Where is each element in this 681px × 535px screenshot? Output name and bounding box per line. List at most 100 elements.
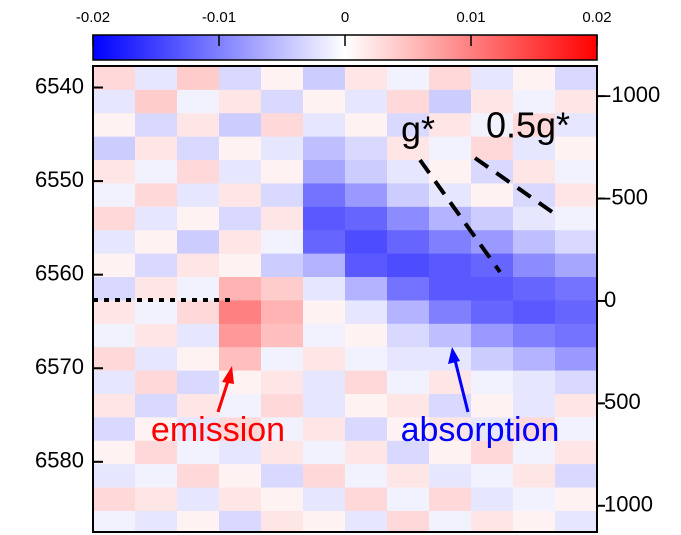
cell bbox=[555, 183, 597, 208]
cell bbox=[93, 464, 136, 489]
colorbar-tick-label: -0.01 bbox=[202, 9, 236, 26]
cell bbox=[93, 136, 136, 161]
cell bbox=[135, 370, 178, 395]
cell bbox=[345, 300, 388, 325]
cell bbox=[471, 206, 514, 231]
cell bbox=[471, 136, 514, 161]
cell bbox=[345, 487, 388, 512]
cell bbox=[387, 89, 430, 114]
cell bbox=[219, 347, 262, 372]
cell bbox=[387, 440, 430, 465]
arrow-head bbox=[222, 366, 234, 384]
cell bbox=[513, 347, 556, 372]
cell bbox=[387, 393, 430, 418]
cell bbox=[471, 417, 514, 442]
cell bbox=[261, 183, 304, 208]
annotation: g* bbox=[401, 109, 435, 150]
cell bbox=[303, 347, 346, 372]
cell bbox=[219, 323, 262, 348]
cell bbox=[177, 136, 220, 161]
cell bbox=[303, 230, 346, 255]
cell bbox=[555, 417, 597, 442]
cell bbox=[135, 253, 178, 278]
cell bbox=[345, 66, 388, 91]
cell bbox=[261, 89, 304, 114]
cell bbox=[555, 440, 597, 465]
y-tick-label: 6560 bbox=[35, 260, 84, 285]
cell bbox=[261, 323, 304, 348]
cell bbox=[261, 66, 304, 91]
cell bbox=[219, 66, 262, 91]
colorbar-tick-label: 0.01 bbox=[456, 9, 485, 26]
cell bbox=[135, 417, 178, 442]
cell bbox=[429, 487, 472, 512]
cell bbox=[387, 253, 430, 278]
y2-tick-label: 500 bbox=[604, 389, 641, 414]
cell bbox=[135, 113, 178, 138]
cell bbox=[177, 393, 220, 418]
cell bbox=[93, 66, 136, 91]
arrow bbox=[453, 359, 470, 413]
cell bbox=[261, 487, 304, 512]
cell bbox=[261, 417, 304, 442]
cell bbox=[387, 160, 430, 184]
cell bbox=[387, 183, 430, 208]
cell bbox=[261, 300, 304, 325]
cell bbox=[93, 253, 136, 278]
cell bbox=[303, 253, 346, 278]
cell bbox=[471, 347, 514, 372]
cell bbox=[513, 113, 556, 138]
cell bbox=[345, 89, 388, 114]
cell bbox=[555, 206, 597, 231]
cell bbox=[93, 206, 136, 231]
cell bbox=[219, 300, 262, 325]
y2-tick-label: -1000 bbox=[604, 82, 660, 107]
cell bbox=[513, 440, 556, 465]
cell bbox=[387, 230, 430, 255]
cell bbox=[303, 417, 346, 442]
cell bbox=[513, 136, 556, 161]
cell bbox=[429, 440, 472, 465]
cell bbox=[429, 136, 472, 161]
cell bbox=[177, 66, 220, 91]
cell bbox=[513, 160, 556, 184]
cell bbox=[555, 393, 597, 418]
cell bbox=[219, 230, 262, 255]
cell bbox=[555, 300, 597, 325]
cell bbox=[471, 487, 514, 512]
cell bbox=[345, 253, 388, 278]
cell bbox=[513, 370, 556, 395]
cell bbox=[513, 230, 556, 255]
annotation: emission bbox=[151, 411, 285, 449]
cell bbox=[93, 300, 136, 325]
cell bbox=[303, 393, 346, 418]
cell bbox=[177, 417, 220, 442]
cell bbox=[429, 417, 472, 442]
cell bbox=[555, 323, 597, 348]
cell bbox=[219, 253, 262, 278]
cell bbox=[261, 206, 304, 231]
cell bbox=[93, 277, 136, 301]
cell bbox=[261, 253, 304, 278]
cell bbox=[471, 89, 514, 114]
cell bbox=[303, 323, 346, 348]
cell bbox=[219, 464, 262, 489]
cell bbox=[177, 300, 220, 325]
cell bbox=[555, 66, 597, 91]
cell bbox=[387, 206, 430, 231]
cell bbox=[93, 230, 136, 255]
cell bbox=[429, 113, 472, 138]
cell bbox=[429, 510, 472, 532]
cell bbox=[303, 113, 346, 138]
cell bbox=[345, 136, 388, 161]
cell bbox=[177, 89, 220, 114]
cell bbox=[177, 160, 220, 184]
cell bbox=[345, 417, 388, 442]
cell bbox=[471, 230, 514, 255]
cell bbox=[219, 206, 262, 231]
cell bbox=[135, 440, 178, 465]
cell bbox=[471, 113, 514, 138]
cell bbox=[177, 464, 220, 489]
cell bbox=[303, 370, 346, 395]
